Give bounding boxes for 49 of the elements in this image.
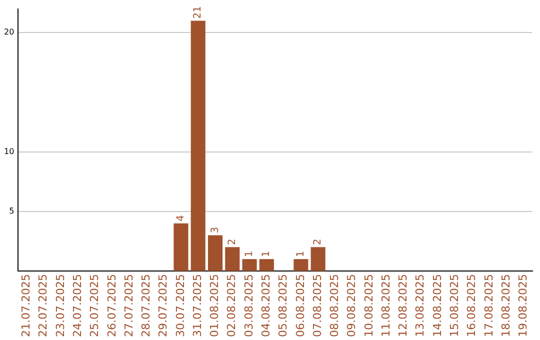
bar — [294, 259, 308, 272]
data-label: 2 — [312, 238, 324, 246]
x-tick-label: 26.07.2025 — [105, 274, 118, 338]
x-tick-label: 10.08.2025 — [362, 274, 376, 338]
data-label: 4 — [176, 214, 187, 222]
x-tick-label: 21.07.2025 — [20, 274, 33, 338]
y-tick-label: 20 — [4, 28, 14, 37]
x-tick-label: 01.08.2025 — [208, 274, 222, 338]
x-tick-label: 25.07.2025 — [88, 274, 102, 338]
x-tick-label: 27.07.2025 — [122, 274, 136, 338]
x-tick-label: 04.08.2025 — [260, 274, 273, 338]
y-tick-label: 10 — [4, 146, 14, 156]
x-tick-label: 11.08.2025 — [379, 274, 392, 338]
x-tick-label: 19.08.2025 — [516, 274, 530, 338]
data-label: 3 — [210, 226, 221, 234]
x-tick-label: 17.08.2025 — [482, 274, 496, 338]
x-tick-label: 31.07.2025 — [190, 274, 204, 338]
bar — [174, 223, 188, 272]
x-tick-label: 29.07.2025 — [156, 274, 170, 338]
y-tick-label: 5 — [9, 206, 14, 216]
bar — [259, 259, 274, 272]
x-tick-label: 02.08.2025 — [225, 274, 238, 338]
data-label: 1 — [261, 250, 272, 258]
bar — [242, 259, 257, 272]
bar — [310, 247, 326, 272]
data-label: 2 — [226, 238, 238, 246]
x-tick-label: 07.08.2025 — [310, 274, 324, 338]
x-tick-label: 15.08.2025 — [448, 274, 462, 338]
x-tick-label: 08.08.2025 — [328, 274, 342, 338]
x-tick-label: 06.08.2025 — [294, 274, 307, 338]
data-label: 21 — [192, 6, 204, 19]
data-label: 1 — [296, 250, 307, 258]
x-tick-label: 24.07.2025 — [71, 274, 84, 338]
x-tick-label: 22.07.2025 — [36, 274, 50, 338]
x-tick-label: 12.08.2025 — [396, 274, 410, 338]
x-tick-label: 16.08.2025 — [465, 274, 478, 338]
x-tick-label: 28.07.2025 — [140, 274, 153, 338]
bar — [190, 20, 206, 272]
data-label: 1 — [244, 250, 256, 258]
x-tick-label: 05.08.2025 — [276, 274, 290, 338]
x-tick-label: 30.07.2025 — [174, 274, 187, 338]
x-tick-label: 18.08.2025 — [499, 274, 512, 338]
x-tick-label: 03.08.2025 — [242, 274, 256, 338]
x-tick-label: 14.08.2025 — [430, 274, 444, 338]
bar — [208, 235, 223, 272]
x-tick-label: 09.08.2025 — [345, 274, 358, 338]
bar — [225, 247, 240, 272]
x-tick-label: 13.08.2025 — [414, 274, 427, 338]
x-tick-label: 23.07.2025 — [54, 274, 67, 338]
